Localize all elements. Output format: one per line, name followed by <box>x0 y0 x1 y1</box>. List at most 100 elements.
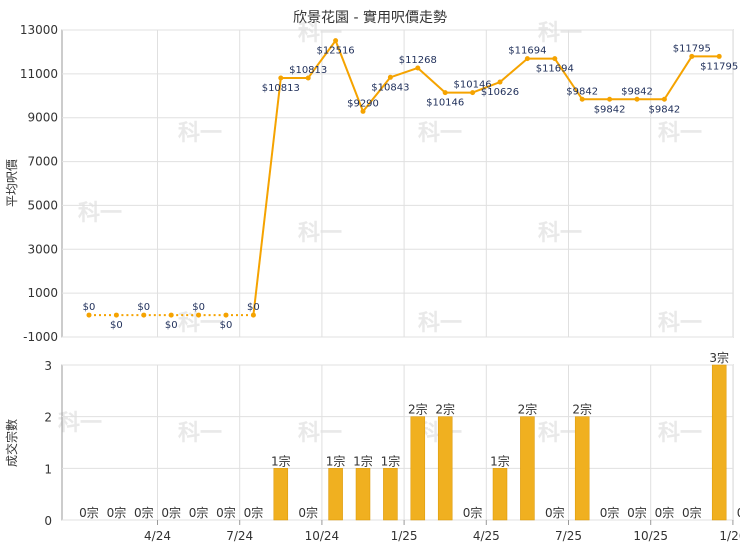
price-line-segment <box>472 81 501 94</box>
price-data-label: $0 <box>192 302 205 313</box>
watermark-text: 科一 <box>298 421 342 446</box>
x-tick-label: 4/24 <box>144 529 171 543</box>
price-line-segment <box>499 57 529 83</box>
price-line-segment <box>307 40 337 79</box>
price-point <box>333 38 339 44</box>
volume-bar-label: 2宗 <box>518 402 538 417</box>
watermark-text: 科一 <box>78 201 122 226</box>
price-data-label: $12516 <box>317 46 355 57</box>
price-point <box>442 90 448 96</box>
volume-bar-label: 0宗 <box>216 505 236 520</box>
price-plot-frame <box>61 29 734 338</box>
axes: -1000 1000 3000 5000 7000 9000 11000 13000 0 1 2 3 4… <box>20 23 740 543</box>
price-point <box>524 56 530 62</box>
price-point <box>661 96 667 102</box>
x-tick-label: 10/24 <box>305 529 340 543</box>
price-point <box>196 312 202 318</box>
volume-bar <box>574 416 590 521</box>
volume-bar-label: 1宗 <box>271 453 291 468</box>
price-line-segment <box>334 40 364 112</box>
price-line-segment <box>390 67 419 79</box>
price-point <box>360 108 366 114</box>
price-data-label: $0 <box>247 302 260 313</box>
price-data-label: $10146 <box>454 80 492 91</box>
price-point <box>552 56 558 62</box>
price-point <box>497 79 503 85</box>
price-chart-grid <box>61 29 734 338</box>
volume-bar <box>437 416 453 521</box>
volume-bar <box>328 468 343 521</box>
volume-y-axis-title: 成交宗數 <box>4 419 19 467</box>
price-point <box>634 96 640 102</box>
price-point <box>250 312 256 318</box>
volume-bar <box>410 416 426 521</box>
price-point <box>716 53 722 59</box>
price-data-label: $10813 <box>262 83 300 94</box>
volume-bar <box>355 468 371 521</box>
volume-bar-label: 0宗 <box>298 505 318 520</box>
price-point <box>141 312 147 318</box>
price-data-label: $0 <box>220 320 233 331</box>
price-data-label: $0 <box>165 320 178 331</box>
volume-y-tick-label: 1 <box>44 462 52 476</box>
price-y-tick-label: 7000 <box>27 155 58 169</box>
watermark-text: 科一 <box>658 311 702 336</box>
volume-bar-label: 1宗 <box>353 453 373 468</box>
price-data-label: $10813 <box>289 65 327 76</box>
x-tick-label: 10/25 <box>633 529 668 543</box>
volume-bar-label: 1宗 <box>326 453 346 468</box>
price-y-tick-label: 1000 <box>27 286 58 300</box>
volume-bar-label: 2宗 <box>572 402 592 417</box>
price-data-label: $9842 <box>594 104 626 115</box>
price-y-axis-title: 平均呎價 <box>5 159 19 207</box>
volume-bar <box>492 468 508 521</box>
watermark-text: 科一 <box>538 221 582 246</box>
x-tick-label: 7/25 <box>555 529 582 543</box>
price-point <box>305 75 311 81</box>
price-y-tick-label: 11000 <box>20 67 58 81</box>
volume-bar-label: 0宗 <box>545 505 565 520</box>
volume-bar-label: 0宗 <box>463 505 483 520</box>
price-y-tick-label: 13000 <box>20 23 58 37</box>
price-line-segment <box>553 58 584 100</box>
volume-bar <box>520 416 535 521</box>
volume-bar-label: 0宗 <box>134 505 154 520</box>
price-data-label: $0 <box>137 302 150 313</box>
volume-bar-label: 1宗 <box>381 453 401 468</box>
volume-bar-label: 0宗 <box>244 505 264 520</box>
watermark-text: 科一 <box>178 121 222 146</box>
price-point <box>113 312 119 318</box>
volume-y-tick-label: 0 <box>44 514 52 528</box>
volume-y-tick-label: 3 <box>44 359 52 373</box>
price-point <box>579 96 585 102</box>
price-data-label: $0 <box>83 302 96 313</box>
x-tick-label: 1/25 <box>391 529 418 543</box>
watermark-text: 科一 <box>658 421 702 446</box>
watermark-text: 科一 <box>418 121 462 146</box>
volume-bar-label: 0宗 <box>682 505 702 520</box>
price-data-label: $11694 <box>536 64 574 75</box>
price-y-tick-label: 5000 <box>27 198 58 212</box>
chart-title: 欣景花園 - 實用呎價走勢 <box>293 9 447 26</box>
price-data-label: $11795 <box>673 43 711 54</box>
price-y-tick-label: 3000 <box>27 242 58 256</box>
x-tick-label: 4/25 <box>473 529 500 543</box>
price-point <box>86 312 92 318</box>
price-data-label: $10843 <box>371 82 409 93</box>
watermark-text: 科一 <box>538 21 582 46</box>
x-tick-label: 7/24 <box>226 529 253 543</box>
price-line-segment <box>362 76 392 112</box>
volume-y-tick-label: 2 <box>44 411 52 425</box>
price-line-series: $0 $0 $0 $0 $0 $0 $0 $10813 $10813 $12516 $9290 $10… <box>83 38 738 331</box>
x-tick-label: 1/26 <box>719 529 740 543</box>
price-data-label: $11268 <box>399 55 437 66</box>
volume-bar-label: 0宗 <box>655 505 675 520</box>
watermark-text: 科一 <box>418 311 462 336</box>
volume-bar-label: 1宗 <box>490 453 510 468</box>
watermark-text: 科一 <box>658 121 702 146</box>
price-point <box>223 312 229 318</box>
volume-bar-label: 3宗 <box>709 350 729 365</box>
price-data-label: $0 <box>110 320 123 331</box>
watermark-text: 科一 <box>178 421 222 446</box>
